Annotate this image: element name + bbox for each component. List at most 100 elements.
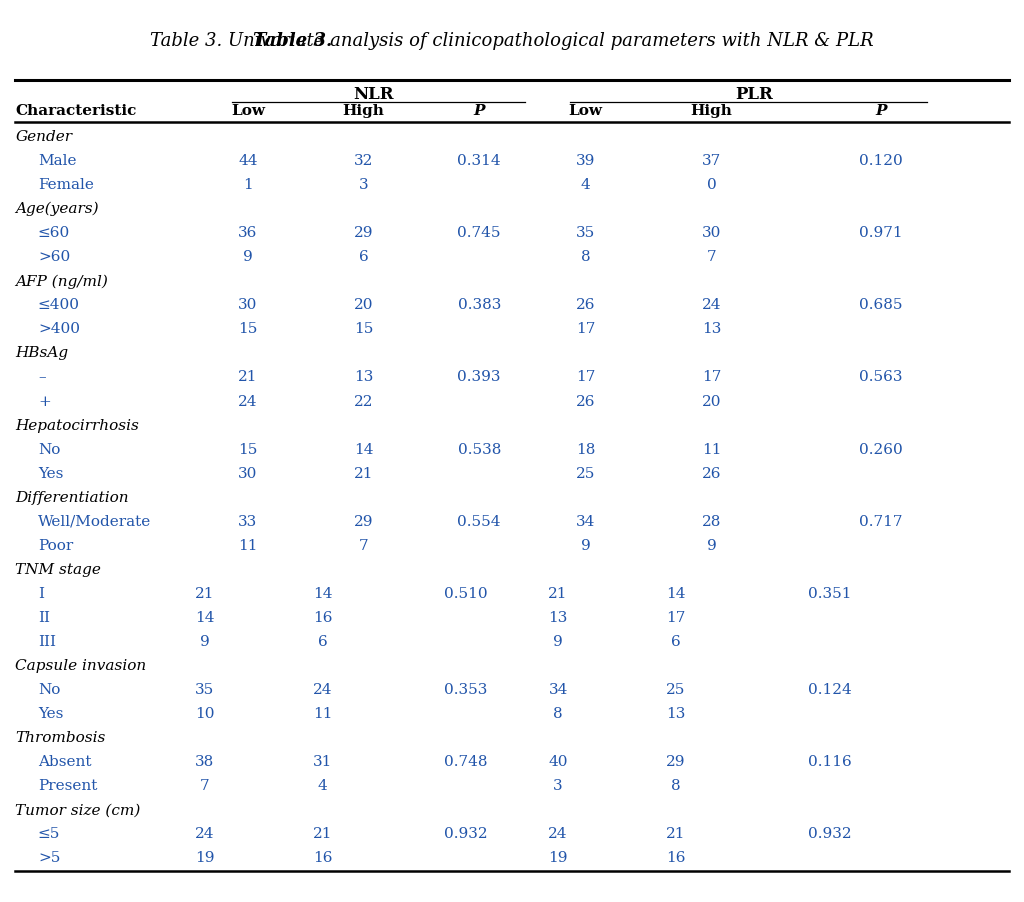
Text: 8: 8	[671, 778, 681, 792]
Text: P: P	[473, 105, 485, 118]
Text: 39: 39	[577, 154, 595, 168]
Text: 6: 6	[358, 250, 369, 264]
Text: No: No	[38, 442, 60, 456]
Text: 15: 15	[239, 322, 257, 336]
Text: 14: 14	[353, 442, 374, 456]
Text: 9: 9	[200, 634, 210, 649]
Text: 26: 26	[701, 466, 722, 480]
Text: 16: 16	[312, 851, 333, 864]
Text: 24: 24	[701, 298, 722, 312]
Text: Female: Female	[38, 178, 94, 192]
Text: 30: 30	[702, 226, 721, 240]
Text: II: II	[38, 611, 50, 624]
Text: PLR: PLR	[735, 86, 772, 103]
Text: P: P	[874, 105, 887, 118]
Text: 0.685: 0.685	[859, 298, 902, 312]
Text: 17: 17	[577, 370, 595, 384]
Text: 0.260: 0.260	[859, 442, 902, 456]
Text: >400: >400	[38, 322, 80, 336]
Text: 4: 4	[317, 778, 328, 792]
Text: 0.717: 0.717	[859, 514, 902, 529]
Text: 22: 22	[353, 394, 374, 408]
Text: 35: 35	[196, 682, 214, 696]
Text: 8: 8	[581, 250, 591, 264]
Text: 17: 17	[577, 322, 595, 336]
Text: 14: 14	[312, 586, 333, 600]
Text: 15: 15	[354, 322, 373, 336]
Text: 13: 13	[549, 611, 567, 624]
Text: 17: 17	[667, 611, 685, 624]
Text: III: III	[38, 634, 56, 649]
Text: +: +	[38, 394, 50, 408]
Text: 19: 19	[195, 851, 215, 864]
Text: 9: 9	[581, 538, 591, 552]
Text: 3: 3	[553, 778, 563, 792]
Text: Poor: Poor	[38, 538, 73, 552]
Text: 0.383: 0.383	[458, 298, 501, 312]
Text: 9: 9	[553, 634, 563, 649]
Text: High: High	[343, 105, 384, 118]
Text: No: No	[38, 682, 60, 696]
Text: 0.120: 0.120	[859, 154, 902, 168]
Text: 4: 4	[581, 178, 591, 192]
Text: 11: 11	[701, 442, 722, 456]
Text: 31: 31	[313, 754, 332, 769]
Text: Well/Moderate: Well/Moderate	[38, 514, 152, 529]
Text: Table 3. Univariate analysis of clinicopathological parameters with NLR & PLR: Table 3. Univariate analysis of clinicop…	[151, 32, 873, 50]
Text: 26: 26	[575, 298, 596, 312]
Text: 0.932: 0.932	[444, 826, 487, 841]
Text: Yes: Yes	[38, 706, 63, 721]
Text: 13: 13	[667, 706, 685, 721]
Text: 35: 35	[577, 226, 595, 240]
Text: Absent: Absent	[38, 754, 91, 769]
Text: 7: 7	[358, 538, 369, 552]
Text: Thrombosis: Thrombosis	[15, 731, 105, 744]
Text: 0.745: 0.745	[458, 226, 501, 240]
Text: 17: 17	[702, 370, 721, 384]
Text: 20: 20	[353, 298, 374, 312]
Text: Low: Low	[568, 105, 603, 118]
Text: 0.748: 0.748	[444, 754, 487, 769]
Text: 0.563: 0.563	[859, 370, 902, 384]
Text: AFP (ng/ml): AFP (ng/ml)	[15, 274, 109, 289]
Text: 14: 14	[195, 611, 215, 624]
Text: 9: 9	[243, 250, 253, 264]
Text: Capsule invasion: Capsule invasion	[15, 658, 146, 672]
Text: 0.353: 0.353	[444, 682, 487, 696]
Text: Differentiation: Differentiation	[15, 490, 129, 504]
Text: ≤60: ≤60	[38, 226, 70, 240]
Text: 1: 1	[243, 178, 253, 192]
Text: 19: 19	[548, 851, 568, 864]
Text: Present: Present	[38, 778, 97, 792]
Text: 40: 40	[548, 754, 568, 769]
Text: 21: 21	[353, 466, 374, 480]
Text: Male: Male	[38, 154, 77, 168]
Text: 25: 25	[577, 466, 595, 480]
Text: 13: 13	[354, 370, 373, 384]
Text: 30: 30	[239, 298, 257, 312]
Text: 28: 28	[702, 514, 721, 529]
Text: 0.510: 0.510	[444, 586, 487, 600]
Text: Characteristic: Characteristic	[15, 105, 137, 118]
Text: 0.971: 0.971	[859, 226, 902, 240]
Text: I: I	[38, 586, 44, 600]
Text: 7: 7	[707, 250, 717, 264]
Text: 0.393: 0.393	[458, 370, 501, 384]
Text: >60: >60	[38, 250, 70, 264]
Text: Hepatocirrhosis: Hepatocirrhosis	[15, 419, 139, 432]
Text: 16: 16	[312, 611, 333, 624]
Text: TNM stage: TNM stage	[15, 562, 101, 576]
Text: 24: 24	[312, 682, 333, 696]
Text: 21: 21	[238, 370, 258, 384]
Text: 0.538: 0.538	[458, 442, 501, 456]
Text: 0.932: 0.932	[808, 826, 851, 841]
Text: 0.351: 0.351	[808, 586, 851, 600]
Text: High: High	[691, 105, 732, 118]
Text: 14: 14	[666, 586, 686, 600]
Text: –: –	[38, 370, 45, 384]
Text: Low: Low	[230, 105, 265, 118]
Text: 15: 15	[239, 442, 257, 456]
Text: NLR: NLR	[353, 86, 394, 103]
Text: 37: 37	[702, 154, 721, 168]
Text: Age(years): Age(years)	[15, 202, 99, 216]
